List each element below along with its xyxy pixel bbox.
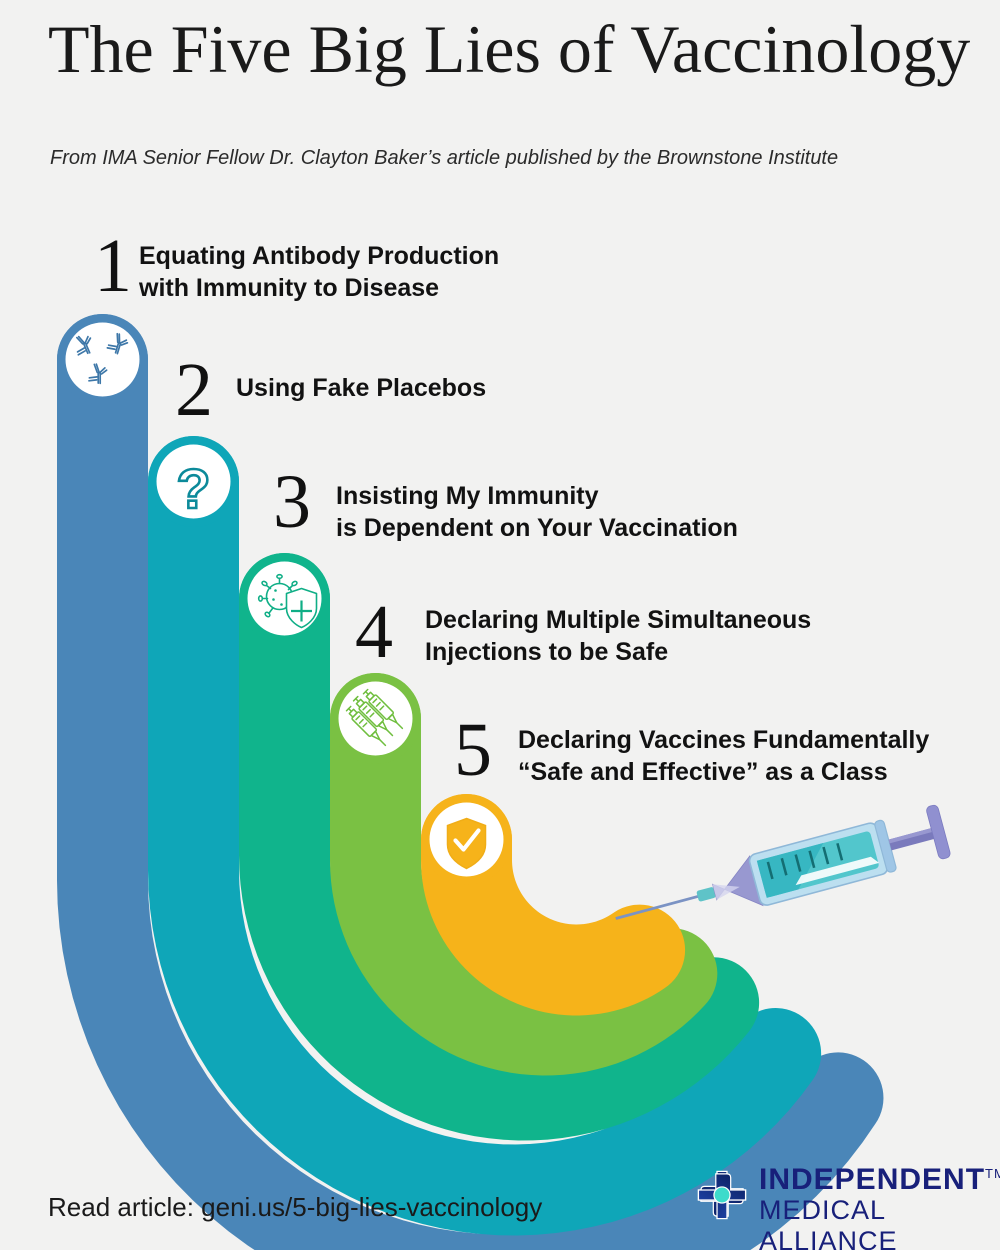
- svg-text:?: ?: [176, 457, 210, 520]
